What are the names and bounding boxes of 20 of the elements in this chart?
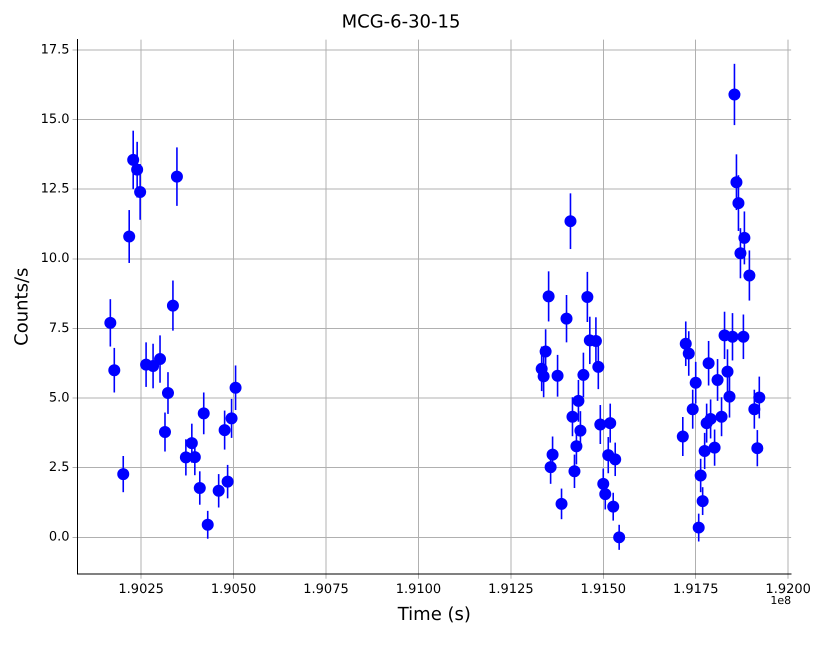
x-tick-label: 1.9150 — [580, 582, 626, 597]
x-tick-label: 1.9050 — [210, 582, 256, 597]
text: 1e8 — [770, 594, 792, 608]
y-tick-label: 12.5 — [40, 182, 70, 197]
y-tick-label: 5.0 — [48, 390, 70, 406]
x-tick-label: 1.9175 — [672, 582, 718, 597]
y-tick-label: 10.0 — [40, 251, 70, 266]
y-axis-title: Counts/s — [11, 268, 32, 346]
x-tick-label: 1.9075 — [303, 582, 349, 597]
y-tick-label: 0.0 — [48, 530, 70, 545]
y-tick-label: 17.5 — [40, 42, 70, 58]
y-tick-label: 2.5 — [48, 460, 70, 476]
y-tick-label: 7.5 — [48, 320, 70, 336]
chart-title: MCG-6-30-15 — [342, 11, 460, 32]
y-tick-label: 15.0 — [40, 112, 70, 127]
x-tick-label: 1.9100 — [396, 582, 442, 597]
x-tick-label: 1.9200 — [765, 582, 811, 597]
x-tick-label: 1.9125 — [488, 582, 534, 597]
x-axis-title: Time (s) — [396, 604, 471, 625]
x-tick-label: 1.9025 — [118, 582, 164, 597]
